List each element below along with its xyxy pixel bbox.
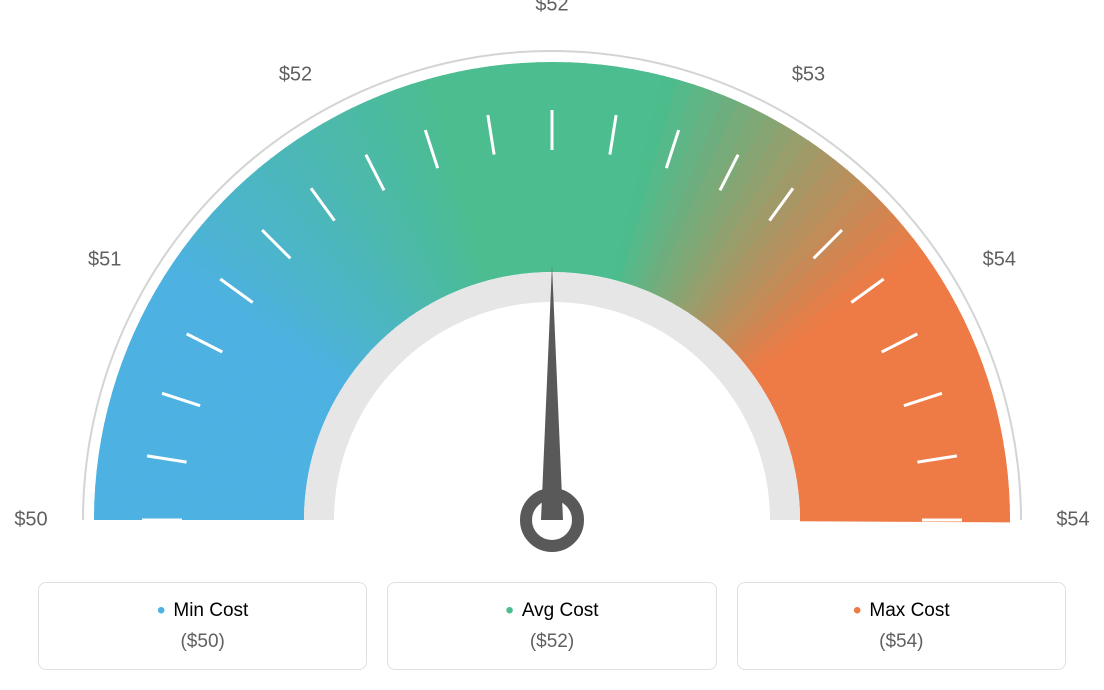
gauge-tick-label: $54: [1056, 509, 1089, 532]
legend-min-value: ($50): [180, 631, 224, 653]
legend-max: • Max Cost ($54): [737, 582, 1066, 670]
gauge-tick-label: $52: [279, 63, 312, 86]
gauge-tick-label: $50: [14, 509, 47, 532]
gauge-chart: [0, 0, 1104, 570]
gauge-svg: [0, 0, 1104, 570]
gauge-tick-label: $51: [88, 248, 121, 271]
gauge-tick-label: $53: [792, 63, 825, 86]
legend-min-text: Min Cost: [173, 600, 248, 622]
bullet-icon: •: [853, 599, 861, 623]
legend-max-text: Max Cost: [869, 600, 949, 622]
legend-row: • Min Cost ($50) • Avg Cost ($52) • Max …: [38, 582, 1066, 670]
gauge-tick-label: $52: [535, 0, 568, 17]
gauge-tick-label: $54: [983, 248, 1016, 271]
bullet-icon: •: [157, 599, 165, 623]
legend-avg-text: Avg Cost: [522, 600, 599, 622]
legend-avg-label: • Avg Cost: [505, 599, 598, 623]
legend-avg: • Avg Cost ($52): [387, 582, 716, 670]
legend-avg-value: ($52): [530, 631, 574, 653]
legend-max-value: ($54): [879, 631, 923, 653]
legend-min-label: • Min Cost: [157, 599, 248, 623]
bullet-icon: •: [505, 599, 513, 623]
legend-min: • Min Cost ($50): [38, 582, 367, 670]
legend-max-label: • Max Cost: [853, 599, 950, 623]
